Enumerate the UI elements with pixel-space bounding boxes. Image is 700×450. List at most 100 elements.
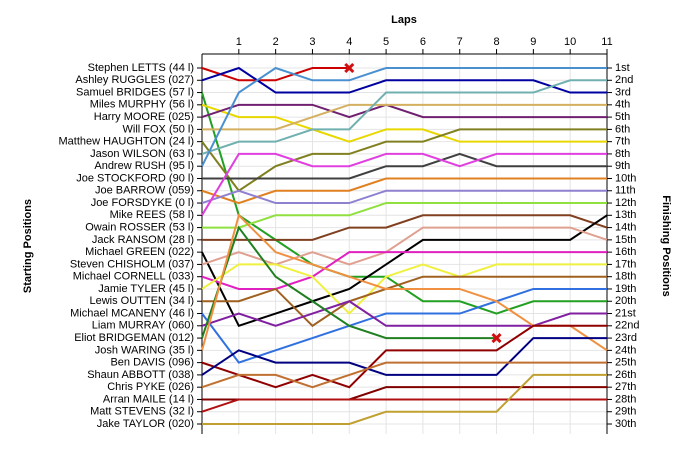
y2-tick-label: 29th xyxy=(615,406,636,418)
y-tick-label: Samuel BRIDGES (57 l) xyxy=(76,86,194,98)
y-tick-label: Chris PYKE (026) xyxy=(107,381,194,393)
series-line xyxy=(201,67,350,82)
y-tick-label: Eliot BRIDGEMAN (012) xyxy=(74,332,194,344)
series-line xyxy=(201,66,607,94)
x-tick-label: 6 xyxy=(420,36,426,48)
y2-tick-label: 18th xyxy=(615,271,636,283)
x-tick-label: 2 xyxy=(273,36,279,48)
y-tick-label: Jack RANSOM (28 l) xyxy=(92,234,194,246)
x-tick-label: 11 xyxy=(601,36,612,48)
y-tick-label: Mike REES (58 l) xyxy=(110,209,194,221)
y2-tick-label: 26th xyxy=(615,369,636,381)
series-line xyxy=(201,225,497,340)
y2-tick-label: 15th xyxy=(615,234,636,246)
y-tick-label: Lewis OUTTEN (34 l) xyxy=(89,295,194,307)
y-tick-label: Jason WILSON (63 l) xyxy=(90,148,194,160)
y-tick-label: Ben DAVIS (096) xyxy=(110,357,194,369)
y2-tick-label: 12th xyxy=(615,197,636,209)
y2-tick-label: 6th xyxy=(615,123,630,135)
y-tick-label: Harry MOORE (025) xyxy=(94,111,194,123)
series-line xyxy=(201,251,607,290)
y-tick-label: Matt STEVENS (32 l) xyxy=(90,406,194,418)
y-tick-label: Josh WARING (35 l) xyxy=(95,344,194,356)
y-axis-label: Starting Positions xyxy=(22,199,34,293)
y-tick-label: Michael MCANENY (46 l) xyxy=(70,307,194,319)
y2-tick-label: 9th xyxy=(615,160,630,172)
y2-tick-label: 7th xyxy=(615,136,630,148)
x-tick-label: 4 xyxy=(346,36,352,48)
y2-tick-label: 2nd xyxy=(615,74,633,86)
y-tick-label: Miles MURPHY (56 l) xyxy=(90,99,194,111)
retired-marker xyxy=(491,333,502,344)
y-tick-label: Arran MAILE (14 l) xyxy=(103,393,194,405)
series-line xyxy=(201,361,607,389)
series-line xyxy=(202,275,607,328)
y2-tick-label: 1st xyxy=(615,62,630,74)
y-tick-label: Andrew RUSH (95 l) xyxy=(94,160,194,172)
y2-tick-label: 4th xyxy=(615,99,630,111)
y-tick-label: Joe FORSDYKE (0 l) xyxy=(91,197,194,209)
y2-tick-label: 27th xyxy=(615,381,636,393)
y2-tick-label: 20th xyxy=(615,295,636,307)
y-tick-label: Ashley RUGGLES (027) xyxy=(75,74,194,86)
series-line xyxy=(201,103,607,143)
series-line xyxy=(201,103,607,119)
x-tick-label: 1 xyxy=(236,36,242,48)
series-line xyxy=(201,152,607,216)
y2-tick-label: 23rd xyxy=(615,332,637,344)
series-line xyxy=(202,152,607,180)
x-axis-label: Laps xyxy=(391,14,417,26)
y-tick-label: Will FOX (50 l) xyxy=(123,123,195,135)
y-tick-label: Michael CORNELL (033) xyxy=(73,271,194,283)
y-tick-label: Stephen LETTS (44 l) xyxy=(88,62,194,74)
series-line xyxy=(202,214,608,241)
y2-tick-label: 16th xyxy=(615,246,636,258)
y-tick-label: Jamie TYLER (45 l) xyxy=(98,283,194,295)
series-line xyxy=(201,177,607,205)
y2-tick-label: 28th xyxy=(615,393,636,405)
y2-tick-label: 30th xyxy=(615,418,636,430)
y-tick-label: Michael GREEN (022) xyxy=(85,246,194,258)
y-tick-label: Joe BARROW (059) xyxy=(95,185,194,197)
series-line xyxy=(201,300,607,327)
y-tick-label: Steven CHISHOLM (037) xyxy=(70,258,194,270)
y2-tick-label: 17th xyxy=(615,258,636,270)
y2-tick-label: 25th xyxy=(615,357,636,369)
y2-tick-label: 19th xyxy=(615,283,636,295)
series-line xyxy=(201,337,607,376)
series-line xyxy=(201,263,607,315)
series-line xyxy=(201,128,607,193)
y2-tick-label: 10th xyxy=(615,172,636,184)
y-tick-label: Jake TAYLOR (020) xyxy=(97,418,194,430)
y2-tick-label: 5th xyxy=(615,111,630,123)
x-tick-label: 5 xyxy=(383,36,389,48)
series-line xyxy=(202,373,607,425)
y2-tick-label: 3rd xyxy=(615,86,631,98)
y-tick-label: Owain ROSSER (53 l) xyxy=(85,221,194,233)
series-line xyxy=(201,287,607,364)
x-tick-label: 8 xyxy=(493,36,499,48)
series-line xyxy=(201,189,607,205)
y2-tick-label: 22nd xyxy=(615,320,639,332)
x-tick-label: 7 xyxy=(457,36,463,48)
y-tick-label: Joe STOCKFORD (90 l) xyxy=(76,172,194,184)
series-line xyxy=(201,66,607,167)
x-tick-label: 10 xyxy=(564,36,576,48)
y-tick-label: Liam MURRAY (060) xyxy=(92,320,194,332)
x-tick-label: 9 xyxy=(530,36,536,48)
x-tick-label: 3 xyxy=(309,36,315,48)
y-tick-label: Shaun ABBOTT (038) xyxy=(87,369,194,381)
series-line xyxy=(201,324,607,389)
y2-tick-label: 11th xyxy=(615,185,636,197)
y-tick-label: Matthew HAUGHTON (24 l) xyxy=(59,136,195,148)
series-line xyxy=(202,386,607,401)
series-line xyxy=(201,79,607,155)
series-line xyxy=(201,398,607,413)
y2-tick-label: 14th xyxy=(615,221,636,233)
retired-marker xyxy=(344,62,355,74)
y2-axis-label: Finishing Positions xyxy=(660,195,672,296)
y2-tick-label: 24th xyxy=(615,344,636,356)
y2-tick-label: 13th xyxy=(615,209,636,221)
series-line xyxy=(202,202,607,229)
